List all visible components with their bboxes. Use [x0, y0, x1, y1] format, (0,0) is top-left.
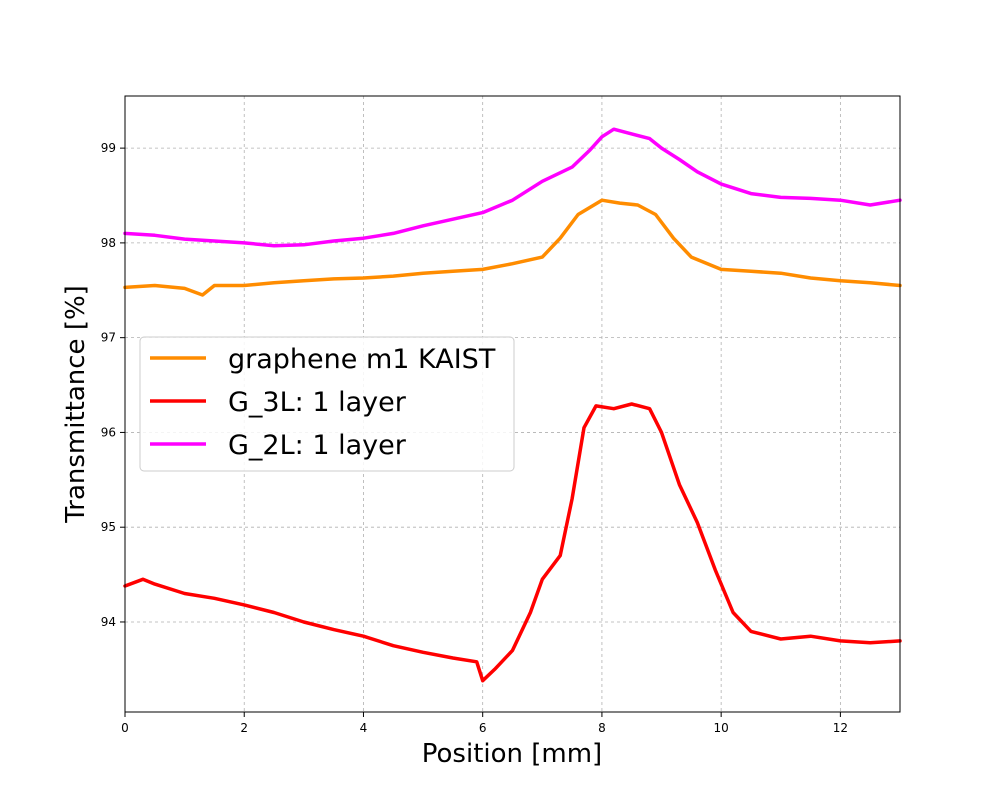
series-line-2 [123, 127, 902, 248]
x-tick-label: 0 [121, 721, 129, 735]
x-tick-label: 8 [598, 721, 606, 735]
x-tick-label: 10 [714, 721, 729, 735]
x-tick-label: 4 [360, 721, 368, 735]
y-tick-label: 99 [101, 141, 116, 155]
x-axis-label: Position [mm] [422, 739, 602, 769]
x-axis-ticks: 0 2 4 6 8 10 12 [121, 712, 848, 735]
y-axis-label: Transmittance [%] [61, 285, 91, 524]
legend-label-2: G_2L: 1 layer [228, 430, 407, 461]
y-tick-label: 97 [101, 331, 116, 345]
y-axis-ticks: 94 95 96 97 98 99 [101, 141, 125, 629]
y-tick-label: 94 [101, 615, 116, 629]
x-tick-label: 2 [240, 721, 248, 735]
series-group [123, 127, 902, 683]
series-line-0 [123, 198, 902, 297]
legend: graphene m1 KAIST G_3L: 1 layer G_2L: 1 la… [139, 336, 515, 472]
legend-label-1: G_3L: 1 layer [228, 387, 407, 418]
x-tick-label: 6 [479, 721, 487, 735]
legend-box [139, 336, 515, 472]
series-line-1 [123, 402, 902, 683]
x-tick-label: 12 [833, 721, 848, 735]
y-tick-label: 96 [101, 425, 116, 439]
plot-frame [124, 95, 901, 713]
y-tick-label: 95 [101, 520, 116, 534]
legend-label-0: graphene m1 KAIST [228, 344, 496, 375]
y-tick-label: 98 [101, 236, 116, 250]
